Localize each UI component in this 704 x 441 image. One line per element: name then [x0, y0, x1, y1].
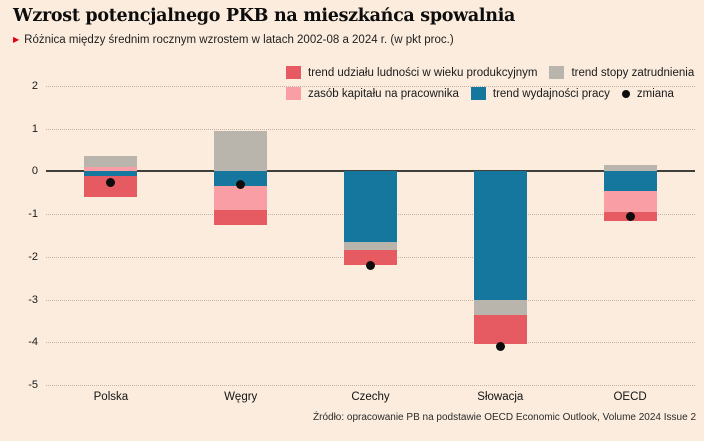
- bar-segment: [603, 171, 657, 191]
- y-axis-tick: -1: [28, 208, 38, 221]
- legend: trend udziału ludności w wieku produkcyj…: [286, 62, 694, 104]
- blue-swatch-icon: [470, 87, 486, 100]
- chart-subtitle-text: Różnica między średnim rocznym wzrostem …: [24, 34, 454, 46]
- chart-subtitle: ▶ Różnica między średnim rocznym wzroste…: [13, 34, 454, 46]
- legend-item-labour-productivity: trend wydajności pracy: [470, 87, 610, 100]
- bar-segment: [84, 156, 138, 168]
- grid-line: [46, 342, 695, 344]
- y-axis-tick: -4: [28, 336, 38, 349]
- source-note: Źródło: opracowanie PB na podstawie OECD…: [313, 412, 696, 423]
- bar-segment: [603, 165, 657, 172]
- chart-title: Wzrost potencjalnego PKB na mieszkańca s…: [13, 6, 516, 26]
- legend-item-change: zmiana: [621, 87, 674, 100]
- x-axis-label: Polska: [93, 391, 129, 403]
- bar-segment: [84, 167, 138, 172]
- grid-line: [46, 128, 695, 130]
- y-axis-tick: 2: [31, 80, 38, 92]
- grid-line: [46, 299, 695, 301]
- grid-line: [46, 86, 695, 87]
- y-axis-tick: 1: [31, 122, 38, 135]
- legend-label: zasób kapitału na pracownika: [308, 87, 459, 100]
- x-axis-label: Czechy: [351, 391, 390, 403]
- black-dot-icon: [621, 89, 630, 98]
- bar-segment: [214, 171, 268, 187]
- change-dot: [366, 260, 375, 270]
- pink-swatch-icon: [286, 87, 301, 100]
- change-dot: [495, 342, 505, 352]
- bar-segment: [214, 209, 268, 225]
- bar-segment: [344, 250, 397, 266]
- bar-segment: [344, 171, 397, 242]
- bar-segment: [473, 314, 527, 345]
- change-dot: [625, 211, 635, 221]
- grid-line: [46, 385, 695, 386]
- legend-label: zmiana: [636, 87, 674, 100]
- bar-segment: [214, 186, 268, 210]
- bar-segment: [214, 130, 268, 172]
- bar-segment: [473, 171, 527, 300]
- bullet-triangle-icon: ▶: [13, 35, 20, 44]
- bar-segment: [84, 171, 138, 176]
- legend-item-employment-rate: trend stopy zatrudnienia: [549, 66, 694, 79]
- bar-segment: [473, 299, 527, 315]
- legend-label: trend udziału ludności w wieku produkcyj…: [308, 66, 538, 79]
- y-axis-tick: -2: [28, 250, 38, 263]
- legend-item-working-age-population: trend udziału ludności w wieku produkcyj…: [286, 66, 537, 79]
- y-axis-tick: -3: [28, 293, 38, 306]
- x-axis-label: Węgry: [224, 391, 258, 403]
- change-dot: [236, 179, 246, 189]
- x-axis-label: OECD: [613, 391, 647, 403]
- legend-row-1: trend udziału ludności w wieku produkcyj…: [286, 62, 694, 83]
- y-axis-tick: 0: [31, 165, 38, 178]
- legend-label: trend stopy zatrudnienia: [571, 66, 695, 79]
- gray-swatch-icon: [549, 66, 565, 79]
- y-axis-tick: -5: [28, 379, 38, 391]
- legend-row-2: zasób kapitału na pracownika trend wydaj…: [286, 83, 694, 104]
- bar-segment: [603, 190, 657, 212]
- change-dot: [106, 177, 116, 187]
- bar-segment: [344, 241, 397, 251]
- red-swatch-icon: [286, 66, 301, 79]
- legend-item-capital-per-worker: zasób kapitału na pracownika: [286, 87, 459, 100]
- x-axis-label: Słowacja: [477, 391, 524, 403]
- legend-label: trend wydajności pracy: [492, 87, 610, 100]
